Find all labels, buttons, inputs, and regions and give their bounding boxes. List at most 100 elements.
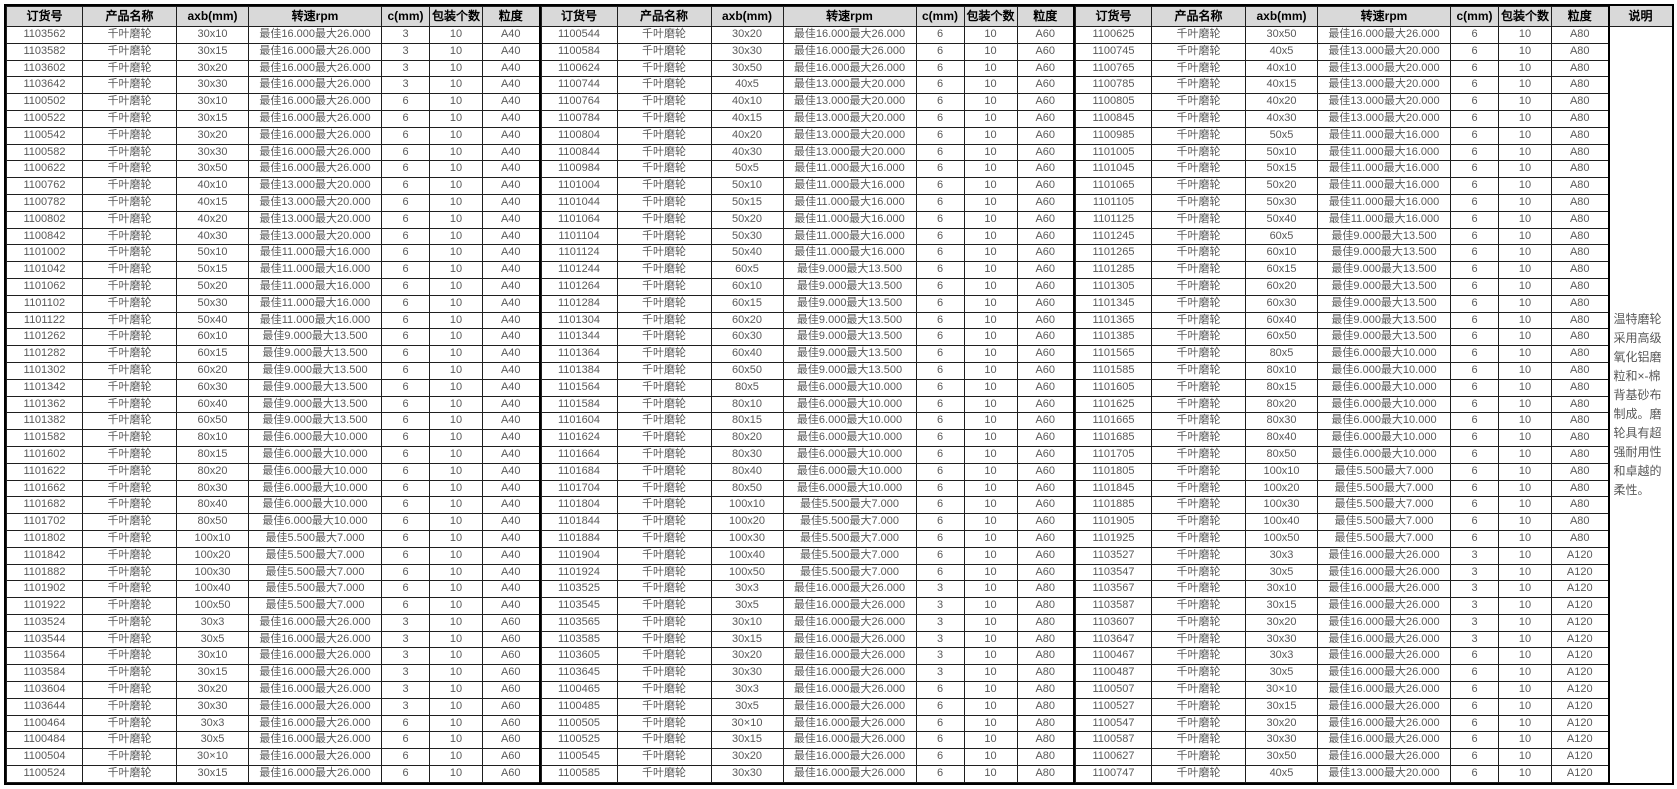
cell: 6 xyxy=(915,765,965,783)
cell: 30×10 xyxy=(1245,681,1318,699)
cell: 最佳9.000最大13.500 xyxy=(1317,294,1451,313)
cell: A60 xyxy=(482,613,540,632)
cell: 6 xyxy=(1450,26,1499,44)
cell: 千叶磨轮 xyxy=(1151,76,1246,95)
cell: A60 xyxy=(1016,328,1075,347)
cell: 40x10 xyxy=(1245,59,1318,78)
cell: 40x5 xyxy=(1245,765,1318,783)
cell: 50x15 xyxy=(1245,160,1318,179)
cell: 10 xyxy=(963,143,1018,162)
cell: 1100487 xyxy=(1075,664,1152,683)
cell: 6 xyxy=(1450,714,1499,733)
table-row: 1103645 千叶磨轮 30x30 最佳16.000最大26.000 3 10 A80 xyxy=(540,664,1075,683)
cell: A40 xyxy=(482,580,540,599)
cell: 1103642 xyxy=(6,76,83,95)
cell: 最佳6.000最大10.000 xyxy=(782,462,917,481)
cell: 最佳11.000最大16.000 xyxy=(248,294,382,313)
cell: 千叶磨轮 xyxy=(82,361,177,380)
cell: 80x20 xyxy=(176,462,249,481)
cell: 6 xyxy=(1450,361,1499,380)
table-row: 1101842 千叶磨轮 100x20 最佳5.500最大7.000 6 10 A40 xyxy=(6,546,540,565)
cell: 最佳5.500最大7.000 xyxy=(248,597,382,615)
cell: 1101264 xyxy=(540,277,618,296)
table-row: 1100522 千叶磨轮 30x15 最佳16.000最大26.000 6 10 A40 xyxy=(6,109,540,128)
cell: 最佳16.000最大26.000 xyxy=(1317,664,1451,683)
cell: 1100764 xyxy=(540,93,618,111)
cell: 6 xyxy=(1450,328,1499,347)
column-header: 订货号 xyxy=(1075,6,1152,27)
table-row: 1101584 千叶磨轮 80x10 最佳6.000最大10.000 6 10 A60 xyxy=(540,395,1075,414)
table-row: 1103587 千叶磨轮 30x15 最佳16.000最大26.000 3 10 A120 xyxy=(1075,597,1609,615)
cell: 30×10 xyxy=(176,748,249,767)
cell: 千叶磨轮 xyxy=(82,429,177,447)
cell: 1101045 xyxy=(1075,160,1152,179)
cell: 最佳13.000最大20.000 xyxy=(248,193,382,212)
cell: 1101282 xyxy=(6,345,83,363)
cell: 1103565 xyxy=(540,613,618,632)
cell: 最佳5.500最大7.000 xyxy=(248,580,382,599)
cell: 最佳16.000最大26.000 xyxy=(248,613,382,632)
cell: 最佳11.000最大16.000 xyxy=(1317,210,1451,229)
cell: 6 xyxy=(1450,42,1499,61)
cell: 30x20 xyxy=(710,647,784,666)
cell: 最佳9.000最大13.500 xyxy=(1317,244,1451,263)
cell: 60x40 xyxy=(710,345,784,363)
table-row: 1101102 千叶磨轮 50x30 最佳11.000最大16.000 6 10 A40 xyxy=(6,294,540,313)
cell: 1100627 xyxy=(1075,748,1152,767)
cell: 1101262 xyxy=(6,328,83,347)
cell: 千叶磨轮 xyxy=(616,546,712,565)
column-header: 订货号 xyxy=(540,6,618,27)
cell: 50x30 xyxy=(710,227,784,246)
cell: 千叶磨轮 xyxy=(616,479,712,498)
cell: A60 xyxy=(1016,261,1075,279)
table-row: 1101064 千叶磨轮 50x20 最佳11.000最大16.000 6 10 A60 xyxy=(540,210,1075,229)
cell: A60 xyxy=(1016,42,1075,61)
table-row: 1101605 千叶磨轮 80x15 最佳6.000最大10.000 6 10 A80 xyxy=(1075,378,1609,397)
cell: 10 xyxy=(429,328,483,347)
cell: 80x10 xyxy=(176,429,249,447)
cell: 60x40 xyxy=(176,395,249,414)
cell: 10 xyxy=(1498,93,1552,111)
cell: 千叶磨轮 xyxy=(616,496,712,515)
cell: 千叶磨轮 xyxy=(616,462,712,481)
cell: 60x30 xyxy=(176,378,249,397)
cell: 10 xyxy=(1498,378,1552,397)
cell: 10 xyxy=(1498,630,1552,649)
cell: 6 xyxy=(1450,193,1499,212)
cell: 10 xyxy=(963,395,1018,414)
table-row: 1103585 千叶磨轮 30x15 最佳16.000最大26.000 3 10 A80 xyxy=(540,630,1075,649)
cell: 60x10 xyxy=(1245,244,1318,263)
cell: 50x15 xyxy=(176,261,249,279)
cell: 千叶磨轮 xyxy=(616,244,712,263)
cell: 千叶磨轮 xyxy=(82,496,177,515)
cell: 1100484 xyxy=(6,731,83,750)
cell: 10 xyxy=(429,227,483,246)
cell: 千叶磨轮 xyxy=(1151,261,1246,279)
cell: 千叶磨轮 xyxy=(82,597,177,615)
cell: 3 xyxy=(381,613,430,632)
cell: 千叶磨轮 xyxy=(1151,462,1246,481)
cell: 80x20 xyxy=(1245,395,1318,414)
cell: A80 xyxy=(1551,445,1609,464)
cell: A60 xyxy=(1016,311,1075,330)
cell: 1101682 xyxy=(6,496,83,515)
table-row: 1103642 千叶磨轮 30x30 最佳16.000最大26.000 3 10 A40 xyxy=(6,76,540,95)
cell: A40 xyxy=(482,177,540,195)
cell: A40 xyxy=(482,462,540,481)
cell: 千叶磨轮 xyxy=(82,647,177,666)
cell: 6 xyxy=(381,328,430,347)
cell: 1100782 xyxy=(6,193,83,212)
table-row: 1101364 千叶磨轮 60x40 最佳9.000最大13.500 6 10 A60 xyxy=(540,345,1075,363)
cell: 6 xyxy=(1450,345,1499,363)
cell: 30x10 xyxy=(176,93,249,111)
cell: 最佳5.500最大7.000 xyxy=(782,529,917,548)
cell: 最佳16.000最大26.000 xyxy=(1317,26,1451,44)
cell: 6 xyxy=(915,109,965,128)
cell: 最佳6.000最大10.000 xyxy=(1317,395,1451,414)
cell: A40 xyxy=(482,261,540,279)
cell: A40 xyxy=(482,445,540,464)
cell: 60x5 xyxy=(1245,227,1318,246)
cell: 30x30 xyxy=(176,76,249,95)
table-row: 1101122 千叶磨轮 50x40 最佳11.000最大16.000 6 10 A40 xyxy=(6,311,540,330)
cell: 80x40 xyxy=(1245,429,1318,447)
